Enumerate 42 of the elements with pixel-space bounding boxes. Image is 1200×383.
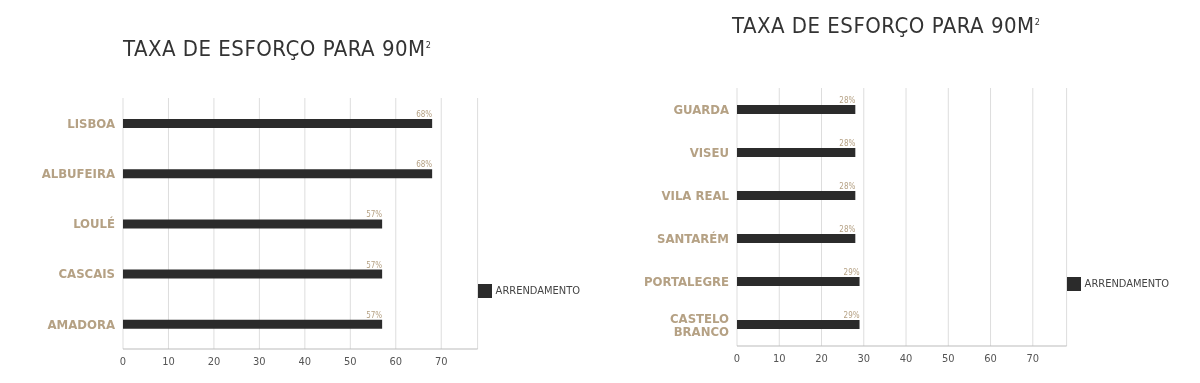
y-tick-label: VILA REAL [661, 188, 730, 204]
x-tick-label: 40 [298, 354, 312, 368]
legend-label: ARRENDAMENTO [1084, 277, 1169, 290]
data-label: 68% [416, 110, 433, 119]
y-tick-label: CASTELO BRANCO [670, 310, 730, 339]
x-tick-label: 10 [772, 351, 786, 365]
data-label: 57% [366, 210, 383, 220]
x-tick-label: 0 [119, 354, 127, 368]
chart-title: TAXA DE ESFORÇO PARA 90M$^{2}$ [123, 36, 432, 61]
x-tick-label: 20 [207, 354, 221, 368]
y-tick-label: AMADORA [47, 316, 115, 332]
x-tick-label: 20 [815, 351, 828, 365]
data-label: 28% [839, 182, 856, 191]
data-label: 68% [416, 160, 433, 170]
x-tick-label: 70 [434, 354, 448, 368]
y-tick-label: LOULÉ [73, 216, 115, 232]
x-tick-label: 70 [1026, 351, 1040, 365]
x-tick-label: 0 [733, 351, 741, 365]
x-tick-label: 30 [857, 351, 871, 365]
y-tick-label: LISBOA [67, 115, 115, 131]
x-tick-label: 60 [389, 354, 403, 368]
y-tick-label: GUARDA [673, 102, 729, 118]
data-label: 28% [839, 225, 856, 234]
data-label: 57% [366, 310, 383, 320]
y-tick-label: PORTALEGRE [644, 274, 729, 290]
data-label: 29% [843, 311, 860, 320]
y-tick-label: CASCAIS [58, 266, 115, 282]
data-label: 28% [839, 96, 856, 105]
legend-label: ARRENDAMENTO [495, 283, 580, 297]
x-tick-label: 40 [899, 351, 913, 365]
x-tick-label: 50 [344, 354, 357, 368]
y-tick-label: ALBUFEIRA [41, 165, 115, 181]
x-tick-label: 30 [253, 354, 266, 368]
x-tick-label: 60 [984, 351, 997, 365]
data-label: 29% [843, 268, 860, 277]
data-label: 57% [366, 260, 383, 270]
y-tick-label: VISEU [689, 145, 729, 161]
x-tick-label: 50 [941, 351, 955, 365]
y-tick-label: SANTARÉM [657, 231, 729, 247]
chart-title: TAXA DE ESFORÇO PARA 90M$^{2}$ [732, 13, 1041, 38]
x-tick-label: 10 [162, 354, 175, 368]
data-label: 28% [839, 139, 856, 148]
